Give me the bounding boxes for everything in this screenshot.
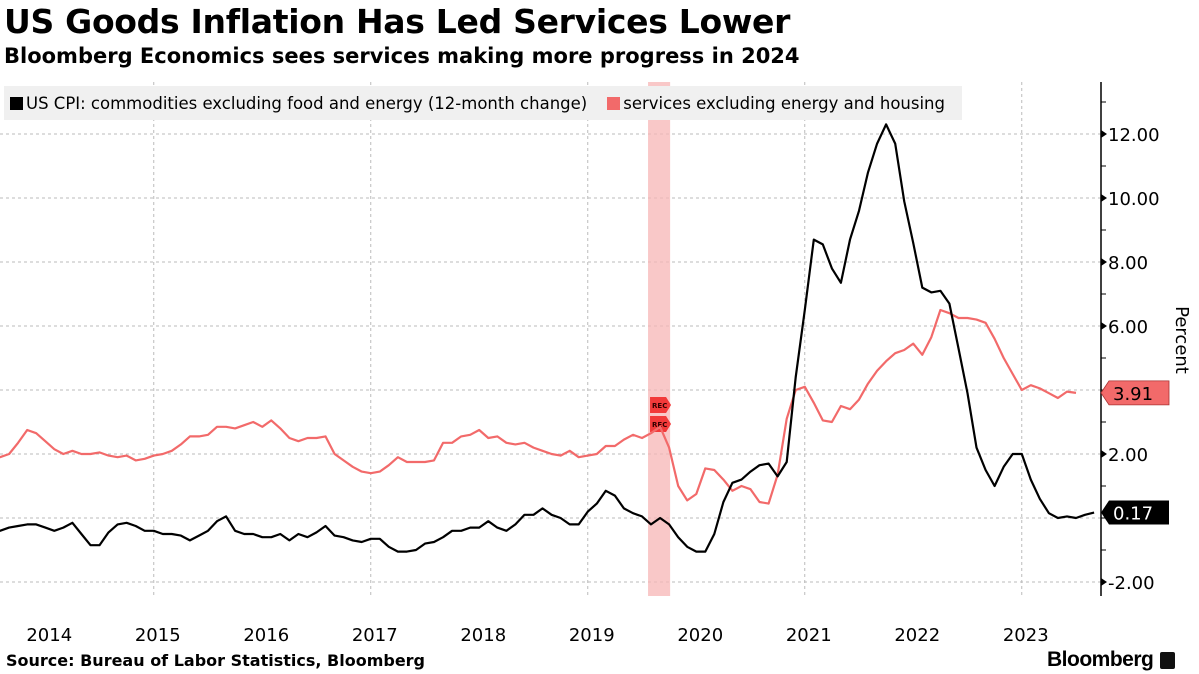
brand-text: Bloomberg: [1047, 648, 1154, 671]
badge-shape: [1100, 380, 1170, 406]
legend-label-goods: US CPI: commodities excluding food and e…: [26, 93, 588, 113]
y-tick-label: 6.00: [1108, 317, 1148, 338]
badge-value: 0.17: [1113, 504, 1153, 525]
chart-subtitle: Bloomberg Economics sees services making…: [4, 44, 800, 68]
x-tick-label: 2020: [677, 625, 723, 646]
last-value-badges: 0.17 3.91: [1100, 380, 1170, 525]
y-tick-marker: [1101, 194, 1107, 202]
series-line-services: [0, 308, 1077, 505]
last-value-badge-goods: 0.17: [1101, 500, 1169, 525]
y-tick-label: 10.00: [1108, 189, 1160, 210]
badge-shape: [1101, 500, 1169, 525]
x-tick-label: 2019: [569, 625, 615, 646]
x-tick-label: 2017: [352, 625, 398, 646]
y-tick-label: 2.00: [1108, 445, 1148, 466]
y-axis-label: Percent: [1171, 306, 1192, 374]
x-axis-labels: 2014 2015 2016 2017 2018 2019 2020 2021 2022 2023: [26, 625, 1048, 646]
x-tick-label: 2016: [243, 625, 289, 646]
bloomberg-logo: Bloomberg: [1047, 648, 1176, 672]
y-tick-label: -2.00: [1108, 573, 1155, 594]
grid: [0, 82, 1101, 596]
x-tick-label: 2022: [894, 625, 940, 646]
recession-shading: REC REC: [648, 82, 672, 596]
series-lines: [0, 123, 1095, 553]
series-line-goods: [0, 123, 1095, 553]
rec-flag-shape: [650, 397, 672, 413]
legend-swatch-services: [607, 96, 621, 110]
rec-flag-shape: [650, 416, 672, 432]
rec-flag-label: REC: [652, 421, 667, 429]
badge-value: 3.91: [1113, 384, 1153, 405]
y-tick-marker: [1101, 258, 1107, 266]
x-tick-label: 2021: [786, 625, 832, 646]
legend-item-services[interactable]: services excluding energy and housing: [607, 94, 945, 113]
x-tick-label: 2015: [135, 625, 181, 646]
y-tick-label: 12.00: [1108, 125, 1160, 146]
bloomberg-chart-icon: [1160, 651, 1176, 669]
legend-label-services: services excluding energy and housing: [623, 93, 945, 113]
legend-item-goods[interactable]: US CPI: commodities excluding food and e…: [10, 94, 587, 113]
y-tick-marker: [1101, 578, 1107, 586]
rec-flag-lower: REC: [650, 416, 672, 432]
y-tick-marker: [1101, 450, 1107, 458]
y-tick-label: 8.00: [1108, 253, 1148, 274]
y-tick-marker: [1101, 130, 1107, 138]
x-tick-label: 2023: [1003, 625, 1049, 646]
x-tick-label: 2014: [26, 625, 72, 646]
rec-flag-label: REC: [652, 402, 667, 410]
rec-flag-upper: REC: [650, 397, 672, 413]
legend: US CPI: commodities excluding food and e…: [4, 86, 962, 120]
chart-title: US Goods Inflation Has Led Services Lowe…: [4, 2, 791, 41]
recession-band: [648, 82, 671, 596]
source-note: Source: Bureau of Labor Statistics, Bloo…: [6, 651, 426, 670]
x-tick-label: 2018: [460, 625, 506, 646]
legend-swatch-goods: [10, 96, 23, 110]
last-value-badge-services: 3.91: [1100, 380, 1170, 406]
y-tick-marker: [1101, 322, 1107, 330]
